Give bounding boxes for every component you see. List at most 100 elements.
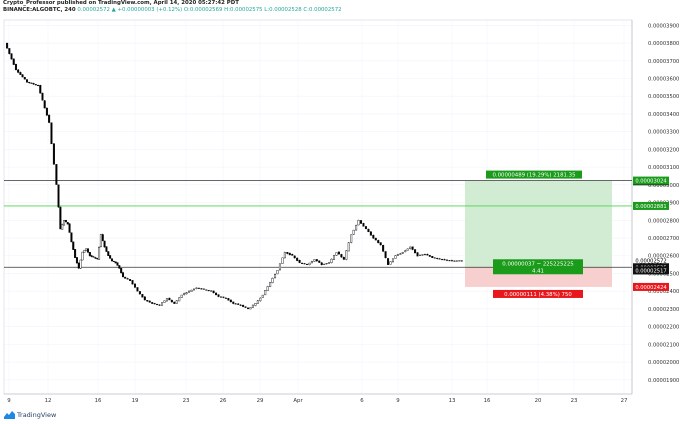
candle-body [333,255,336,260]
candle-body [423,254,426,256]
candle-body [409,246,412,249]
candle-body [61,224,64,230]
candle-body [212,290,215,294]
candle-body [114,261,117,264]
candle-body [141,294,144,298]
y-tick-label: 0.00003200 [648,147,679,153]
candle-body [109,255,112,259]
candle-body [45,107,48,116]
candle-body [8,48,11,54]
candle-body [173,301,176,304]
y-tick-label: 0.00003000 [648,183,679,189]
x-tick-label: 19 [132,398,139,404]
candle-body [105,246,108,252]
y-tick-label: 0.00002200 [648,325,679,331]
profit-zone [465,180,612,268]
candle-body [129,279,132,281]
candle-body [57,184,60,208]
price-label-bg [633,201,669,210]
x-tick-label: 12 [45,398,52,404]
candle-body [52,143,55,165]
loss-label-bg [493,289,583,298]
middle-label-line2: 4.41 [532,268,544,274]
candle-body [143,296,146,301]
candle-body [12,58,15,65]
candle-body [441,258,444,260]
candle-body [197,287,200,289]
candle-body [249,307,252,310]
y-tick-label: 0.00002400 [648,289,679,295]
candle-body [87,248,90,253]
candle-body [264,290,267,296]
candle-body [350,234,353,243]
candle-body [99,234,102,247]
candle-body [32,83,35,85]
candle-body [94,257,97,259]
tradingview-footer[interactable]: TradingView [4,411,56,419]
candle-body [401,251,404,254]
middle-label-bg [493,259,583,275]
candle-body [259,297,262,302]
candle-body [19,72,22,75]
x-tick-label: 6 [360,398,364,404]
symbol-line: BINANCE:ALGOBTC, 240 0.00002572 ▲ +0.000… [3,7,342,14]
candle-body [110,258,113,262]
candle-body [394,255,397,259]
candle-body [281,257,284,264]
candle-body [215,292,218,296]
candle-body [43,100,46,109]
candle-body [301,262,304,264]
candle-body [74,249,77,258]
candle-body [443,259,446,261]
candle-body [30,82,33,84]
candle-body [195,287,198,289]
y-tick-label: 0.00002800 [648,218,679,224]
candle-body [347,242,350,252]
candle-body [37,84,40,86]
candle-body [256,300,259,304]
x-tick-label: 27 [621,398,628,404]
candle-body [372,234,375,239]
candle-body [455,260,458,262]
candle-body [75,257,78,264]
y-tick-label: 0.00003900 [648,23,679,29]
y-tick-label: 0.00003300 [648,130,679,136]
candle-body [303,263,306,265]
candle-body [138,291,141,295]
y-tick-label: 0.00003100 [648,165,679,171]
candle-body [148,300,151,303]
publish-line: Crypto_Professor published on TradingVie… [3,0,239,6]
candle-body [79,259,82,269]
y-tick-label: 0.00001900 [648,378,679,384]
candle-body [369,231,372,236]
candle-body [92,256,95,258]
candle-body [271,277,274,283]
candle-body [39,85,42,94]
price-label-bg [633,266,669,275]
candle-body [384,251,387,259]
candle-body [175,300,178,304]
x-tick-label: 9 [7,398,11,404]
candle-body [305,263,308,265]
candle-body [190,289,193,292]
candle-body [26,79,29,83]
candle-body [146,300,149,302]
candle-body [411,246,414,250]
y-tick-label: 0.00003700 [648,59,679,65]
candle-body [357,220,360,226]
candle-body [431,256,434,258]
candle-body [286,252,289,254]
candle-body [379,242,382,246]
candle-body [266,286,269,291]
candle-body [460,260,463,262]
candle-body [293,255,296,259]
x-tick-label: 26 [220,398,227,404]
x-tick-label: 29 [257,398,264,404]
chart-header: Crypto_Professor published on TradingVie… [3,0,342,14]
candle-body [391,258,394,263]
candle-body [296,257,299,261]
candle-body [103,240,106,248]
price-label: 0.00002517 [635,268,666,274]
candle-body [188,290,191,293]
